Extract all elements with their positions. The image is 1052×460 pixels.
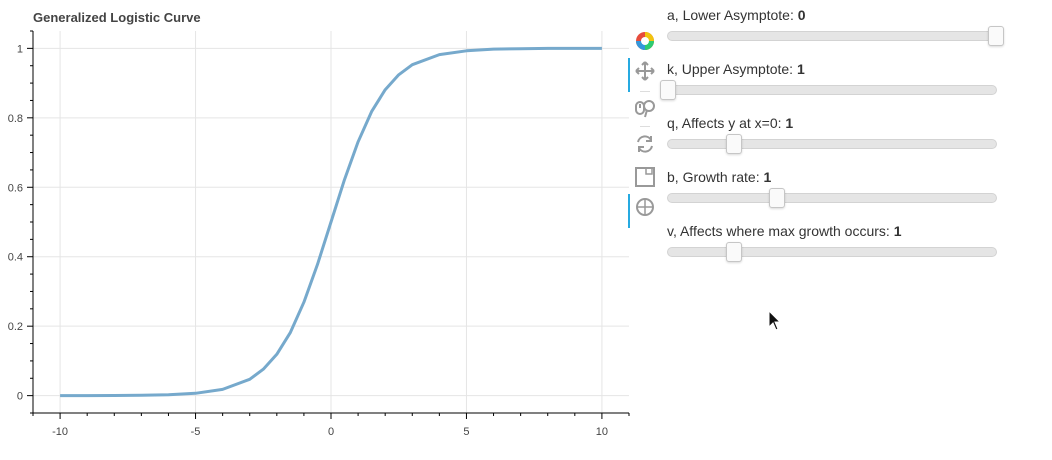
slider-handle[interactable] <box>988 26 1004 46</box>
slider-handle[interactable] <box>769 188 786 208</box>
slider-value: 0 <box>797 7 806 23</box>
slider-label: v, Affects where max growth occurs: 1 <box>667 223 902 239</box>
slider-value: 1 <box>893 223 902 239</box>
x-tick-label: 5 <box>463 426 469 438</box>
chart-title: Generalized Logistic Curve <box>33 10 201 25</box>
chart-toolbar <box>628 28 660 238</box>
slider-label: k, Upper Asymptote: 1 <box>667 61 805 77</box>
crosshair-tool-button[interactable] <box>628 194 660 228</box>
slider-track[interactable] <box>667 188 997 208</box>
slider-label: a, Lower Asymptote: 0 <box>667 7 806 23</box>
y-tick-label: 0.2 <box>8 321 23 333</box>
reset-icon <box>637 135 653 153</box>
slider-track[interactable] <box>660 80 997 100</box>
wheel-zoom-tool-button[interactable] <box>628 96 660 122</box>
y-tick-label: 0 <box>17 391 23 403</box>
crosshair-icon <box>636 198 654 216</box>
chart-svg[interactable]: -10 -5 0 5 10 0 0.2 0.4 0.6 0.8 1 <box>0 0 630 460</box>
slider-value: 1 <box>785 115 794 131</box>
y-tick-label: 0.4 <box>8 252 23 264</box>
reset-tool-button[interactable] <box>628 131 660 157</box>
slider-track[interactable] <box>667 134 997 154</box>
slider-growth-rate: b, Growth rate: 1 <box>667 162 999 212</box>
x-tick-label: -10 <box>52 426 68 438</box>
x-tick-label: 0 <box>328 426 334 438</box>
y-tick-label: 0.8 <box>8 113 23 125</box>
pan-icon <box>635 61 655 81</box>
save-tool-button[interactable] <box>628 164 660 190</box>
wheel-zoom-icon <box>635 100 655 118</box>
slider-y-at-zero: q, Affects y at x=0: 1 <box>667 108 999 158</box>
save-icon <box>635 167 655 187</box>
x-tick-label: 10 <box>596 426 608 438</box>
y-tick-label: 1 <box>17 43 23 55</box>
slider-max-growth: v, Affects where max growth occurs: 1 <box>667 216 999 266</box>
plot-area: Generalized Logistic Curve -10 -5 0 5 10 0 0.2… <box>0 0 630 460</box>
slider-controls: a, Lower Asymptote: 0 k, Upper Asymptote… <box>660 0 1007 280</box>
slider-label: q, Affects y at x=0: 1 <box>667 115 794 131</box>
slider-lower-asymptote: a, Lower Asymptote: 0 <box>667 0 1004 50</box>
slider-handle[interactable] <box>660 80 676 100</box>
logo-icon[interactable] <box>628 28 660 54</box>
slider-track[interactable] <box>667 242 997 262</box>
x-tick-label: -5 <box>191 426 201 438</box>
slider-track[interactable] <box>667 26 1004 46</box>
mouse-cursor-icon <box>768 310 782 331</box>
slider-handle[interactable] <box>725 242 742 262</box>
logistic-curve-line <box>60 46 602 398</box>
slider-label: b, Growth rate: 1 <box>667 169 772 185</box>
pan-tool-button[interactable] <box>628 58 660 92</box>
y-tick-label: 0.6 <box>8 182 23 194</box>
slider-handle[interactable] <box>725 134 742 154</box>
slider-upper-asymptote: k, Upper Asymptote: 1 <box>660 54 999 104</box>
slider-value: 1 <box>763 169 772 185</box>
slider-value: 1 <box>796 61 805 77</box>
